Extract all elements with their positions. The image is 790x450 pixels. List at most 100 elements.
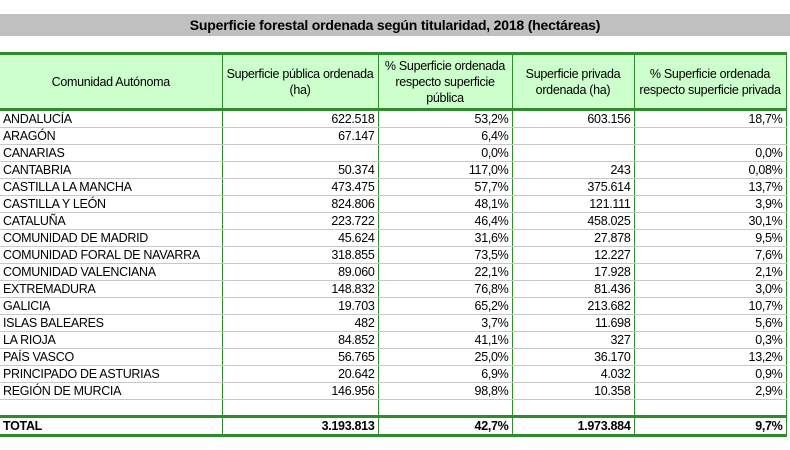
cell-private-surface <box>511 127 635 145</box>
cell-private-surface: 12.227 <box>511 246 635 264</box>
cell-public-percent: 6,9% <box>377 365 513 383</box>
cell-private-surface: 327 <box>511 331 635 349</box>
cell-private-percent: 13,2% <box>633 348 787 366</box>
cell-private-percent: 5,6% <box>633 314 787 332</box>
cell-private-surface: 603.156 <box>511 109 635 128</box>
table-row: LA RIOJA 84.852 41,1% 327 0,3% <box>0 331 787 349</box>
blank-cell-public-percent <box>377 399 513 417</box>
cell-private-percent: 7,6% <box>633 246 787 264</box>
table-row: EXTREMADURA 148.832 76,8% 81.436 3,0% <box>0 280 787 298</box>
cell-public-percent: 76,8% <box>377 280 513 298</box>
cell-private-percent: 9,7% <box>633 415 787 437</box>
cell-public-surface: 223.722 <box>221 212 379 230</box>
cell-public-percent: 48,1% <box>377 195 513 213</box>
cell-private-percent: 0,9% <box>633 365 787 383</box>
cell-private-percent: 0,3% <box>633 331 787 349</box>
blank-row <box>0 399 787 417</box>
table-title: Superficie forestal ordenada según titul… <box>0 14 790 36</box>
cell-public-surface: 3.193.813 <box>221 415 379 437</box>
table-row: CASTILLA LA MANCHA 473.475 57,7% 375.614 13,… <box>0 178 787 196</box>
cell-private-surface: 121.111 <box>511 195 635 213</box>
table-row: CANARIAS 0,0% 0,0% <box>0 144 787 162</box>
header-public-percent: % Superficie ordenada respecto superfici… <box>377 52 513 111</box>
header-private-percent: % Superficie ordenada respecto superfici… <box>633 52 787 111</box>
cell-private-percent: 18,7% <box>633 109 787 128</box>
cell-private-surface <box>511 144 635 162</box>
cell-region: LA RIOJA <box>0 331 223 349</box>
cell-region: CANARIAS <box>0 144 223 162</box>
table-row: CANTABRIA 50.374 117,0% 243 0,08% <box>0 161 787 179</box>
cell-private-surface: 36.170 <box>511 348 635 366</box>
cell-private-percent: 30,1% <box>633 212 787 230</box>
cell-public-surface: 50.374 <box>221 161 379 179</box>
cell-public-percent: 73,5% <box>377 246 513 264</box>
cell-region: ANDALUCÍA <box>0 109 223 128</box>
cell-region: COMUNIDAD FORAL DE NAVARRA <box>0 246 223 264</box>
cell-private-percent: 9,5% <box>633 229 787 247</box>
cell-private-surface: 10.358 <box>511 382 635 400</box>
cell-private-surface: 243 <box>511 161 635 179</box>
cell-region: COMUNIDAD DE MADRID <box>0 229 223 247</box>
cell-public-surface: 56.765 <box>221 348 379 366</box>
header-public-surface: Superficie pública ordenada (ha) <box>221 52 379 111</box>
cell-public-percent: 42,7% <box>377 415 513 437</box>
cell-public-surface: 482 <box>221 314 379 332</box>
cell-public-surface: 318.855 <box>221 246 379 264</box>
cell-public-percent: 0,0% <box>377 144 513 162</box>
cell-private-percent: 3,0% <box>633 280 787 298</box>
cell-public-percent: 117,0% <box>377 161 513 179</box>
cell-region: ARAGÓN <box>0 127 223 145</box>
cell-public-surface: 622.518 <box>221 109 379 128</box>
table-row: ARAGÓN 67.147 6,4% <box>0 127 787 145</box>
cell-public-percent: 53,2% <box>377 109 513 128</box>
cell-private-percent: 0,08% <box>633 161 787 179</box>
cell-public-surface: 84.852 <box>221 331 379 349</box>
cell-public-percent: 41,1% <box>377 331 513 349</box>
header-row: Comunidad Autónoma Superficie pública or… <box>0 52 787 111</box>
cell-public-surface: 67.147 <box>221 127 379 145</box>
cell-private-percent: 0,0% <box>633 144 787 162</box>
cell-region: CATALUÑA <box>0 212 223 230</box>
cell-public-percent: 31,6% <box>377 229 513 247</box>
cell-public-surface: 473.475 <box>221 178 379 196</box>
cell-region: GALICIA <box>0 297 223 315</box>
forest-surface-table: Comunidad Autónoma Superficie pública or… <box>0 52 787 437</box>
cell-region: REGIÓN DE MURCIA <box>0 382 223 400</box>
cell-private-percent: 13,7% <box>633 178 787 196</box>
table-row: ANDALUCÍA 622.518 53,2% 603.156 18,7% <box>0 109 787 128</box>
table-row: ISLAS BALEARES 482 3,7% 11.698 5,6% <box>0 314 787 332</box>
cell-region: PAÍS VASCO <box>0 348 223 366</box>
cell-public-percent: 22,1% <box>377 263 513 281</box>
cell-public-percent: 46,4% <box>377 212 513 230</box>
header-private-surface: Superficie privada ordenada (ha) <box>511 52 635 111</box>
cell-private-percent: 2,9% <box>633 382 787 400</box>
table-row: COMUNIDAD DE MADRID 45.624 31,6% 27.878 9,5% <box>0 229 787 247</box>
cell-private-surface: 81.436 <box>511 280 635 298</box>
cell-public-surface <box>221 144 379 162</box>
table-row: PAÍS VASCO 56.765 25,0% 36.170 13,2% <box>0 348 787 366</box>
cell-public-surface: 19.703 <box>221 297 379 315</box>
cell-private-percent: 3,9% <box>633 195 787 213</box>
blank-cell-region <box>0 399 223 417</box>
cell-public-surface: 20.642 <box>221 365 379 383</box>
cell-public-percent: 3,7% <box>377 314 513 332</box>
total-row: TOTAL 3.193.813 42,7% 1.973.884 9,7% <box>0 415 787 437</box>
cell-public-surface: 148.832 <box>221 280 379 298</box>
cell-private-surface: 213.682 <box>511 297 635 315</box>
table-row: COMUNIDAD FORAL DE NAVARRA 318.855 73,5% 12… <box>0 246 787 264</box>
cell-private-surface: 11.698 <box>511 314 635 332</box>
cell-region: CASTILLA Y LEÓN <box>0 195 223 213</box>
cell-public-surface: 824.806 <box>221 195 379 213</box>
cell-private-percent <box>633 127 787 145</box>
cell-region: ISLAS BALEARES <box>0 314 223 332</box>
blank-cell-public-surface <box>221 399 379 417</box>
cell-public-surface: 89.060 <box>221 263 379 281</box>
cell-public-surface: 146.956 <box>221 382 379 400</box>
table-row: GALICIA 19.703 65,2% 213.682 10,7% <box>0 297 787 315</box>
cell-public-percent: 65,2% <box>377 297 513 315</box>
cell-public-percent: 6,4% <box>377 127 513 145</box>
cell-private-percent: 2,1% <box>633 263 787 281</box>
blank-cell-private-surface <box>511 399 635 417</box>
cell-private-surface: 27.878 <box>511 229 635 247</box>
table-row: PRINCIPADO DE ASTURIAS 20.642 6,9% 4.032 0,9… <box>0 365 787 383</box>
